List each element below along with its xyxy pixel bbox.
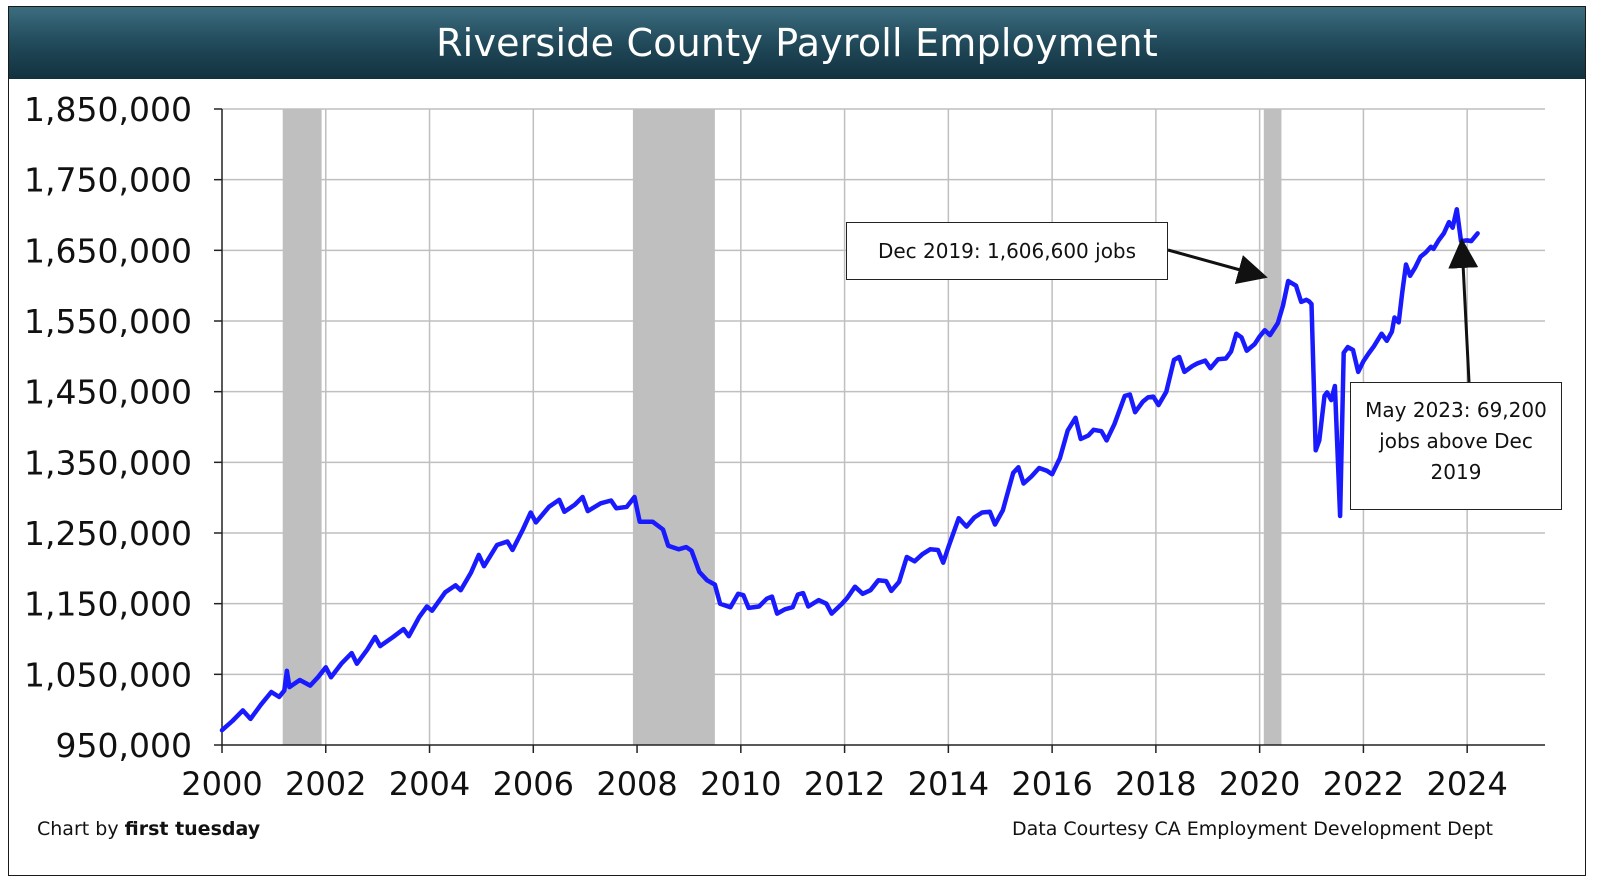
recession-band-2 <box>632 109 715 745</box>
data-source: Data Courtesy CA Employment Development … <box>1012 818 1494 840</box>
y-tick-label: 1,750,000 <box>24 161 192 200</box>
annotation-dec-2019: Dec 2019: 1,606,600 jobs <box>846 222 1168 280</box>
x-tick-label: 2016 <box>1011 765 1092 803</box>
y-tick-label: 1,450,000 <box>24 373 192 412</box>
arrow-may-2023 <box>1448 238 1479 383</box>
title-bar: Riverside County Payroll Employment <box>9 7 1585 79</box>
x-tick-label: 2008 <box>596 765 677 803</box>
x-tick-label: 2018 <box>1115 765 1196 803</box>
credit-name: first tuesday <box>124 818 261 840</box>
y-tick-label: 1,350,000 <box>24 443 192 482</box>
chart-title: Riverside County Payroll Employment <box>436 21 1158 65</box>
axes: 950,000 1,050,000 1,150,000 1,250,000 1,350,… <box>24 90 1545 803</box>
x-tick-label: 2024 <box>1426 765 1507 803</box>
recession-shading <box>282 109 1282 745</box>
series-line-1 <box>219 207 1480 733</box>
series-line-layer <box>219 207 1480 733</box>
y-tick-label: 1,650,000 <box>24 231 192 270</box>
chart-credit: Chart by first tuesday <box>37 818 260 840</box>
x-tick-label: 2022 <box>1323 765 1404 803</box>
y-tick-label: 950,000 <box>56 726 192 765</box>
x-tick-label: 2010 <box>700 765 781 803</box>
x-tick-label: 2002 <box>285 765 366 803</box>
arrow-dec-2019 <box>1167 248 1268 285</box>
credit-prefix: Chart by <box>37 818 125 840</box>
recession-band-1 <box>282 109 322 745</box>
y-tick-label: 1,550,000 <box>24 302 192 341</box>
y-tick-label: 1,050,000 <box>24 655 192 694</box>
x-tick-label: 2012 <box>804 765 885 803</box>
annotation-arrows <box>1167 238 1479 383</box>
x-tick-label: 2020 <box>1219 765 1300 803</box>
x-tick-label: 2000 <box>181 765 262 803</box>
x-tick-label: 2014 <box>908 765 989 803</box>
y-tick-label: 1,150,000 <box>24 585 192 624</box>
recession-band-3 <box>1263 109 1282 745</box>
y-tick-label: 1,250,000 <box>24 514 192 553</box>
x-tick-label: 2004 <box>389 765 470 803</box>
gridlines <box>222 108 1545 745</box>
chart-frame: Riverside County Payroll Employment <box>8 6 1586 876</box>
annotation-may-2023: May 2023: 69,200 jobs above Dec 2019 <box>1350 382 1562 510</box>
x-tick-label: 2006 <box>493 765 574 803</box>
y-tick-label: 1,850,000 <box>24 90 192 129</box>
